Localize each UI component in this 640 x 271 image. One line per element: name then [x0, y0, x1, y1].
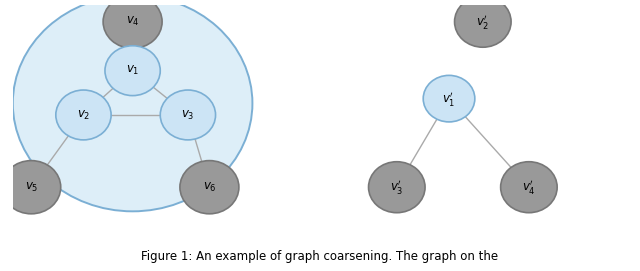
Text: $v_2$: $v_2$: [77, 108, 90, 121]
Text: $v_1'$: $v_1'$: [442, 90, 456, 108]
Ellipse shape: [103, 0, 162, 48]
Ellipse shape: [180, 161, 239, 214]
Ellipse shape: [160, 90, 216, 140]
Text: $v_1$: $v_1$: [126, 64, 140, 77]
Text: $v_3$: $v_3$: [181, 108, 195, 121]
Text: $v_4$: $v_4$: [125, 15, 140, 28]
Ellipse shape: [56, 90, 111, 140]
Text: Figure 1: An example of graph coarsening. The graph on the: Figure 1: An example of graph coarsening…: [141, 250, 499, 263]
Ellipse shape: [500, 162, 557, 213]
Ellipse shape: [13, 0, 252, 211]
Ellipse shape: [454, 0, 511, 47]
Ellipse shape: [105, 46, 160, 96]
Text: $v_2'$: $v_2'$: [476, 13, 490, 31]
Ellipse shape: [369, 162, 425, 213]
Ellipse shape: [2, 161, 61, 214]
Ellipse shape: [423, 75, 475, 122]
Text: $v_6$: $v_6$: [202, 181, 216, 194]
Text: $v_4'$: $v_4'$: [522, 178, 536, 196]
Text: $v_5$: $v_5$: [24, 181, 38, 194]
Text: $v_3'$: $v_3'$: [390, 178, 404, 196]
